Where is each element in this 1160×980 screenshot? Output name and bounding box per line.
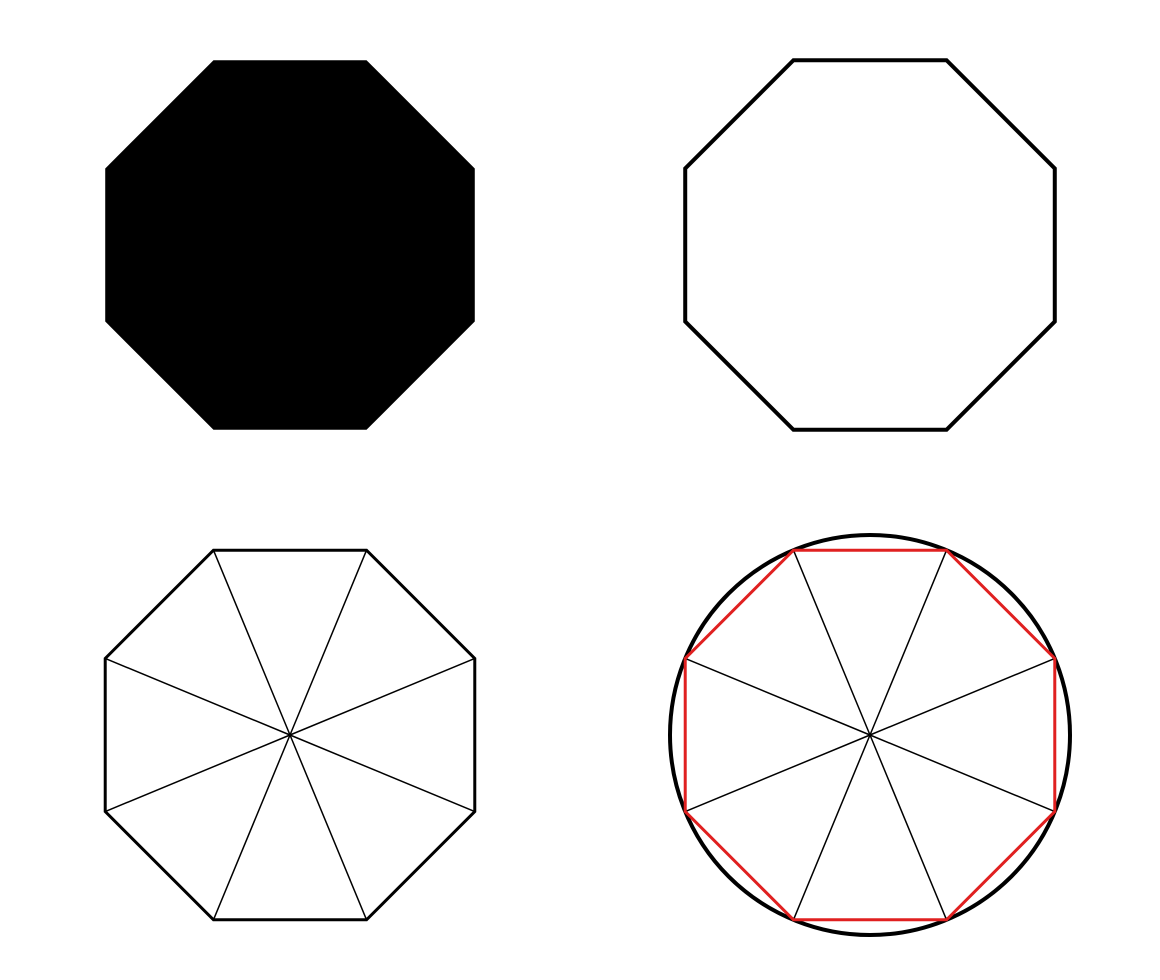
octagon-polygon	[685, 60, 1055, 430]
cell-top-right	[580, 0, 1160, 490]
octagon-segmented	[60, 505, 520, 965]
octagon-filled	[60, 15, 520, 475]
octagon-outline	[640, 15, 1100, 475]
octagon-polygon	[105, 60, 475, 430]
octagon-inscribed	[640, 505, 1100, 965]
shape-grid	[0, 0, 1160, 980]
cell-bottom-right	[580, 490, 1160, 980]
cell-top-left	[0, 0, 580, 490]
cell-bottom-left	[0, 490, 580, 980]
